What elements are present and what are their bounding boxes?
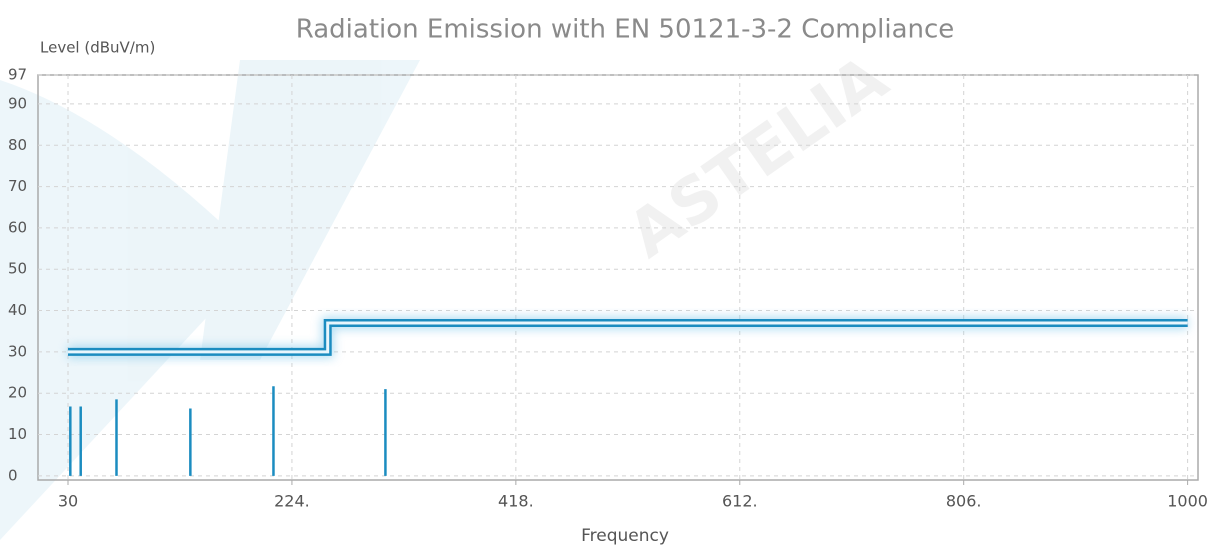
decor-shape [0,80,260,540]
y-tick-label: 50 [8,260,27,278]
x-tick-label: 30 [58,492,78,511]
y-tick-label: 0 [8,466,18,484]
background-decoration [0,60,420,540]
chart-title: Radiation Emission with EN 50121-3-2 Com… [296,15,955,45]
x-tick-label: 806. [946,492,982,511]
y-tick-label: 10 [8,425,27,443]
y-tick-label: 40 [8,301,27,319]
y-tick-label: 30 [8,342,27,360]
x-tick-label: 224. [274,492,310,511]
y-tick-label: 80 [8,136,27,154]
y-axis-label: Level (dBuV/m) [40,39,155,57]
x-tick-label: 612. [722,492,758,511]
y-tick-label: 70 [8,177,27,195]
x-tick-label: 1000 [1167,492,1208,511]
y-tick-label: 20 [8,384,27,402]
line-core [68,321,1188,354]
y-tick-label: 60 [8,218,27,236]
x-axis-label: Frequency [581,526,669,546]
y-tick-label: 97 [8,66,27,84]
watermark: ASTELIA [615,41,901,272]
x-tick-label: 418. [498,492,534,511]
y-tick-label: 90 [8,94,27,112]
decor-shape [200,60,420,360]
